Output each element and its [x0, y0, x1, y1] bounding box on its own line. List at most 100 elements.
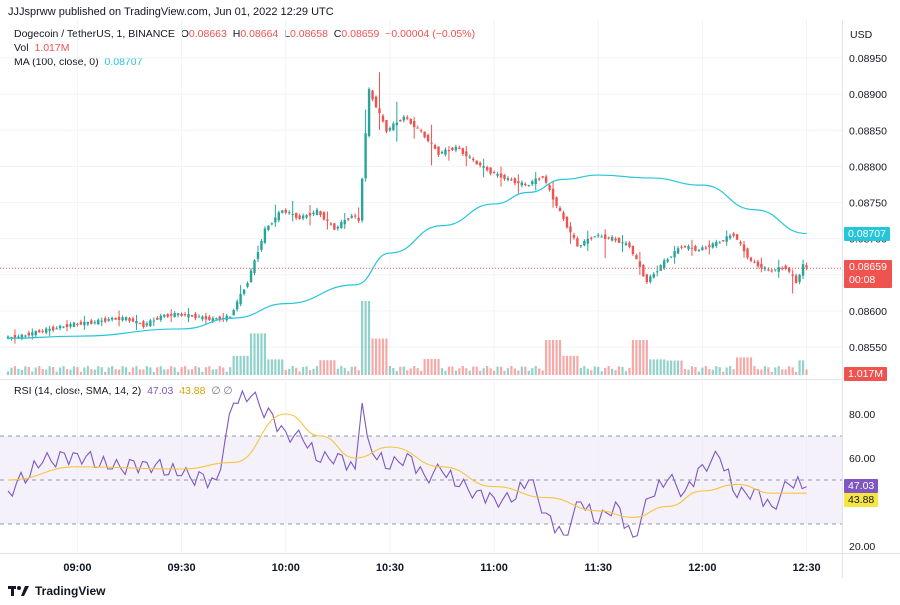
candle-body [683, 245, 687, 248]
candle-body [614, 238, 617, 241]
volume-bar [308, 370, 312, 375]
rsi-legend[interactable]: RSI (14, close, SMA, 14, 2) 47.03 43.88 … [14, 385, 233, 397]
candle-body [367, 89, 371, 137]
candle-body [458, 147, 461, 150]
candlestick-series[interactable] [6, 72, 808, 344]
volume-bar [579, 367, 582, 375]
volume-bar [340, 366, 343, 375]
volume-bar [805, 369, 808, 375]
volume-bar [461, 366, 464, 375]
volume-bar [343, 367, 346, 375]
volume-bar [183, 366, 187, 375]
volume-bar [631, 340, 635, 375]
candle-body [249, 270, 253, 282]
volume-bar [503, 370, 506, 375]
volume-legend[interactable]: Vol 1.017M [14, 42, 69, 54]
volume-bar [517, 370, 520, 375]
tradingview-logo[interactable]: TradingView [8, 584, 105, 598]
candle-body [145, 323, 149, 326]
candle-body [128, 318, 131, 321]
rsi-value: 47.03 [147, 385, 174, 397]
volume-bar [704, 366, 707, 375]
candle-body [242, 289, 246, 294]
candle-body [79, 321, 83, 325]
candle-body [326, 219, 329, 221]
volume-bar [395, 370, 398, 375]
candle-body [444, 149, 447, 155]
volume-bar [538, 368, 541, 375]
candle-body [437, 146, 440, 155]
volume-bar [645, 340, 648, 375]
candle-body [267, 225, 270, 230]
volume-bar [735, 357, 739, 375]
volume-bar [475, 366, 478, 375]
volume-bar [617, 366, 621, 375]
rsi-badge: 47.03 [844, 479, 879, 493]
volume-bar [72, 366, 76, 375]
candle-body [284, 209, 287, 213]
volume-bar [204, 367, 207, 375]
volume-bar [624, 371, 628, 375]
volume-bar [27, 367, 30, 375]
volume-bar [767, 367, 770, 375]
candle-body [239, 293, 242, 305]
volume-bar [298, 371, 301, 375]
candle-body [774, 269, 777, 271]
volume-badge: 1.017M [844, 367, 888, 381]
candle-body [263, 228, 267, 243]
volume-bar [305, 366, 308, 375]
candle-body [496, 173, 499, 176]
symbol-name[interactable]: Dogecoin / TetherUS, 1, BINANCE [14, 28, 175, 40]
candle-body [718, 242, 721, 244]
volume-bar [242, 355, 246, 375]
volume-bar [107, 367, 110, 375]
volume-bar [638, 340, 641, 375]
volume-bar [100, 367, 103, 375]
volume-bar [548, 340, 551, 375]
candle-body [687, 246, 690, 250]
candle-body [381, 115, 385, 122]
volume-bar [746, 357, 749, 375]
volume-bar [399, 366, 402, 375]
volume-bar [482, 368, 485, 375]
volume-bar [440, 368, 444, 375]
candle-body [746, 248, 749, 258]
price-axis[interactable]: 0.089500.089000.088500.088000.087500.087… [849, 53, 887, 354]
candle-body [638, 261, 642, 267]
candle-body [65, 324, 69, 328]
candle-body [121, 317, 124, 321]
volume-bar [722, 371, 725, 375]
volume-bar [17, 368, 20, 375]
volume-bar [38, 366, 41, 375]
volume-bar [534, 366, 537, 375]
candle-body [749, 257, 753, 261]
volume-bar [166, 369, 169, 375]
volume-bar [760, 369, 763, 375]
volume-bar [194, 366, 197, 375]
volume-bar [260, 333, 263, 375]
volume-bar [104, 371, 107, 375]
volume-bar [114, 369, 117, 375]
candle-body [565, 216, 569, 228]
volume-bar [388, 366, 392, 375]
candle-body [510, 179, 513, 181]
rsi-band-fill [0, 436, 842, 524]
volume-bar [614, 370, 617, 375]
volume-bar [201, 371, 204, 375]
candle-body [426, 134, 430, 142]
candle-body [374, 96, 378, 108]
change-value: −0.00004 (−0.05%) [385, 28, 476, 40]
volume-bar [486, 366, 489, 375]
candle-body [406, 117, 409, 119]
volume-bar [48, 366, 51, 375]
time-axis[interactable]: 09:00 09:30 10:00 10:30 11:00 11:30 12:00 12:30 [63, 562, 820, 574]
candle-body [461, 148, 465, 154]
volume-bar [371, 338, 374, 375]
candle-body [413, 120, 416, 128]
volume-bar [687, 369, 690, 375]
symbol-legend[interactable]: Dogecoin / TetherUS, 1, BINANCE O0.08663… [14, 28, 475, 40]
volume-bar [249, 333, 253, 375]
candle-body [31, 332, 34, 336]
rsi-pane[interactable] [0, 389, 842, 538]
